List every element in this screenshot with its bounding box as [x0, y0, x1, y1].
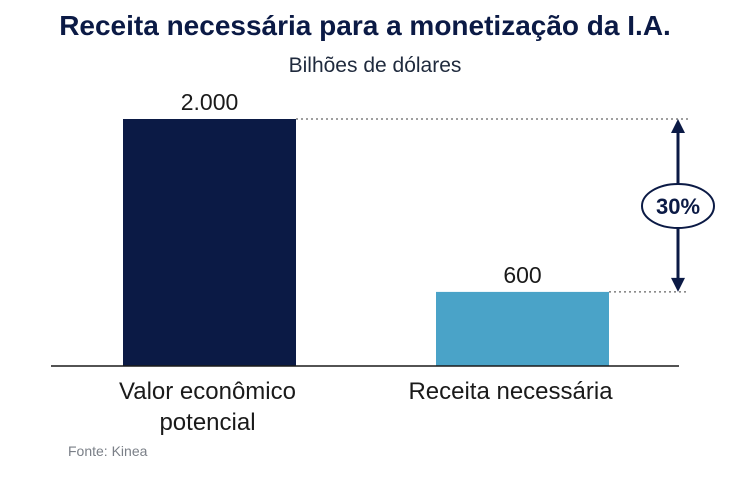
- arrow-head-up-icon: [671, 119, 685, 133]
- percentage-label: 30%: [656, 194, 700, 219]
- category-labels-group: Valor econômico potencial Receita necessár…: [119, 378, 613, 436]
- value-labels-group: 2.000 600: [181, 89, 542, 288]
- chart-subtitle: Bilhões de dólares: [288, 54, 462, 77]
- category-label-1-line-2: potencial: [159, 409, 255, 436]
- difference-annotation: 30%: [296, 118, 715, 293]
- bar-1: [123, 119, 296, 366]
- value-label-2: 600: [503, 262, 541, 288]
- bar-2: [436, 291, 609, 366]
- percentage-badge: [641, 183, 715, 229]
- category-label-1-line-1: Valor econômico: [119, 378, 296, 405]
- category-label-2-line-1: Receita necessária: [408, 378, 613, 405]
- chart-title: Receita necessária para a monetização da…: [59, 10, 671, 41]
- arrow-head-down-icon: [671, 277, 685, 292]
- bars-group: [123, 119, 609, 366]
- source-note: Fonte: Kinea: [68, 443, 148, 459]
- value-label-1: 2.000: [181, 89, 239, 115]
